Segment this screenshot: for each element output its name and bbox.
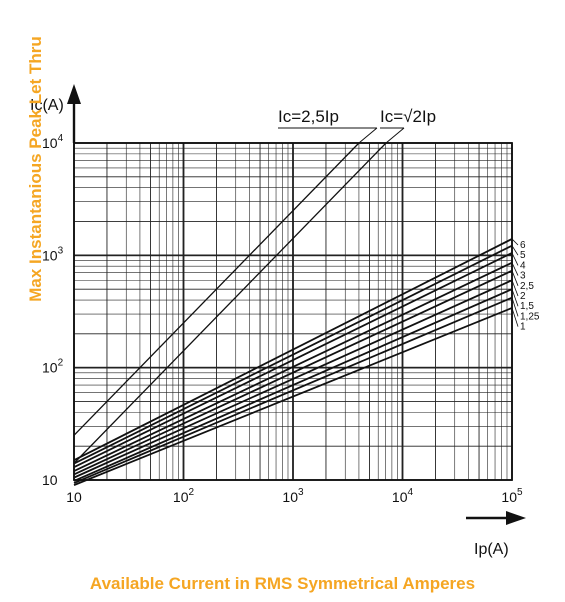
series-line [73, 279, 513, 479]
reference-line [73, 142, 360, 436]
series-line [73, 288, 513, 482]
major-gridlines [73, 142, 513, 481]
series-line [73, 269, 513, 476]
series-label: 5 [520, 250, 526, 261]
series-label: 1,25 [520, 311, 540, 322]
x-tick-label: 104 [392, 487, 414, 505]
y-axis-arrow-head [67, 84, 81, 104]
label-leader [385, 127, 405, 144]
x-axis-arrow-head [506, 511, 526, 525]
series-leader [511, 252, 519, 266]
x-tick-label: 103 [282, 487, 304, 505]
series-leader [511, 270, 519, 286]
y-tick-label: 10 [42, 472, 58, 488]
series-label: 2,5 [520, 281, 534, 292]
x-tick-label: 105 [501, 487, 523, 505]
series-leader [511, 262, 519, 276]
reference-lines: Ic=2,5Ip Ic=√2Ip [73, 107, 436, 464]
axis-arrows: Ic(A) Ip(A) [30, 84, 526, 558]
plot-frame [73, 142, 513, 481]
series-label: 3 [520, 271, 526, 282]
series-leader [511, 307, 519, 327]
reference-line-label: Ic=√2Ip [380, 107, 436, 126]
series-leader [511, 280, 519, 297]
series-leader [511, 238, 519, 246]
series-leader [511, 297, 519, 317]
x-tick-label: 102 [173, 487, 195, 505]
series-label: 6 [520, 240, 526, 251]
series-leader [511, 289, 519, 307]
minor-gridlines [74, 143, 512, 480]
reference-line [73, 142, 387, 464]
series-line [73, 307, 513, 486]
series-line [73, 296, 513, 484]
y-axis-title: Max Instantanious Peak Let Thru [26, 36, 45, 302]
series-label: 1,5 [520, 301, 534, 312]
reference-line-label: Ic=2,5Ip [278, 107, 339, 126]
x-axis-symbol: Ip(A) [474, 541, 509, 558]
series-line [73, 244, 513, 465]
x-tick-label: 10 [66, 489, 82, 505]
series-line [73, 238, 513, 462]
label-leader [358, 127, 378, 144]
series-label: 1 [520, 322, 526, 333]
series-leader [511, 245, 519, 256]
y-axis-symbol: Ic(A) [30, 97, 64, 114]
series-line [73, 252, 513, 469]
series-label: 2 [520, 291, 526, 302]
series-line [73, 261, 513, 472]
x-axis-title: Available Current in RMS Symmetrical Amp… [89, 574, 476, 593]
series-label: 4 [520, 260, 526, 271]
